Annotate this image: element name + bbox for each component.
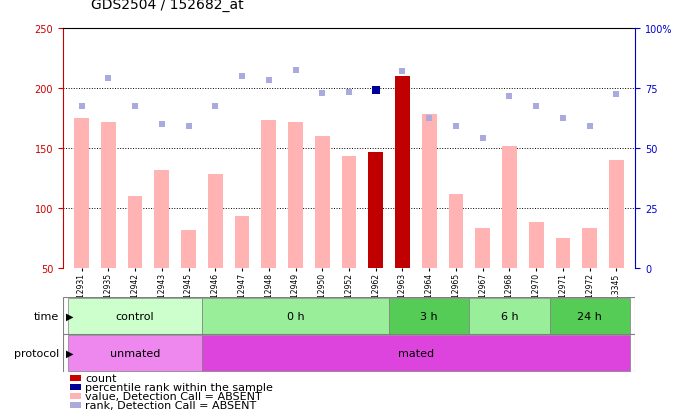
Bar	[422, 115, 436, 268]
Point	[156, 121, 168, 128]
Text: mated: mated	[398, 348, 434, 358]
Bar	[369, 152, 383, 268]
Bar	[262, 121, 276, 268]
Point	[558, 115, 569, 122]
Text: protocol: protocol	[14, 348, 59, 358]
Point	[611, 91, 622, 98]
Point	[76, 103, 87, 110]
Text: time: time	[34, 311, 59, 321]
Text: percentile rank within the sample: percentile rank within the sample	[85, 382, 273, 392]
Bar	[609, 161, 624, 268]
Text: rank, Detection Call = ABSENT: rank, Detection Call = ABSENT	[85, 400, 256, 410]
Bar	[389, 298, 469, 334]
Point	[504, 94, 515, 100]
Bar	[556, 238, 570, 268]
Text: count: count	[85, 373, 117, 383]
Bar	[74, 119, 89, 268]
Point	[477, 136, 489, 142]
Point	[317, 90, 328, 97]
Text: GDS2504 / 152682_at: GDS2504 / 152682_at	[91, 0, 244, 12]
Point	[584, 124, 595, 131]
Bar	[315, 137, 329, 268]
Bar	[549, 298, 630, 334]
Bar	[202, 335, 630, 371]
Bar	[288, 122, 303, 268]
Point	[397, 69, 408, 75]
Bar	[395, 77, 410, 268]
Bar	[181, 230, 196, 268]
Point	[343, 89, 355, 96]
Bar	[101, 122, 116, 268]
Point	[129, 103, 140, 110]
Point	[450, 124, 461, 131]
Text: value, Detection Call = ABSENT: value, Detection Call = ABSENT	[85, 391, 262, 401]
Text: control: control	[116, 311, 154, 321]
Point	[209, 103, 221, 110]
Text: ▶: ▶	[66, 311, 74, 321]
Bar	[68, 335, 202, 371]
Bar	[475, 229, 490, 268]
Text: 6 h: 6 h	[500, 311, 519, 321]
Bar	[63, 335, 635, 372]
Text: 24 h: 24 h	[577, 311, 602, 321]
Point	[424, 115, 435, 122]
Point	[530, 103, 542, 110]
Point	[103, 76, 114, 83]
Bar	[582, 229, 597, 268]
Bar	[128, 197, 142, 268]
Point	[237, 74, 248, 80]
Bar	[202, 298, 389, 334]
Point	[370, 88, 381, 95]
Point	[290, 67, 301, 74]
Bar	[529, 223, 544, 268]
Bar	[63, 297, 635, 335]
Bar	[341, 157, 357, 268]
Text: 3 h: 3 h	[420, 311, 438, 321]
Point	[183, 124, 194, 131]
Point	[263, 77, 274, 84]
Text: 0 h: 0 h	[287, 311, 304, 321]
Bar	[449, 194, 463, 268]
Bar	[154, 170, 169, 268]
Text: unmated: unmated	[110, 348, 161, 358]
Bar	[68, 298, 202, 334]
Bar	[469, 298, 549, 334]
Bar	[502, 146, 517, 268]
Bar	[235, 217, 249, 268]
Text: ▶: ▶	[66, 348, 74, 358]
Bar	[208, 175, 223, 268]
